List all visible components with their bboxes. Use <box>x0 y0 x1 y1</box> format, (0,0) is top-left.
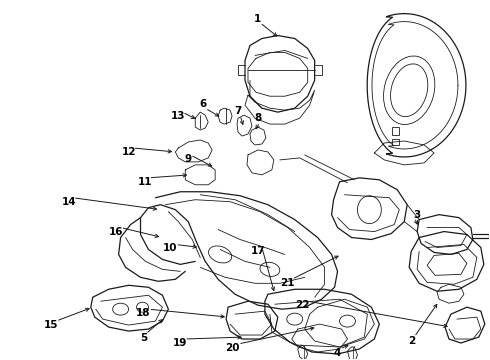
Text: 13: 13 <box>171 111 186 121</box>
Text: 3: 3 <box>414 210 421 220</box>
Text: 12: 12 <box>122 147 136 157</box>
Text: 11: 11 <box>138 177 153 187</box>
Text: 14: 14 <box>62 197 76 207</box>
Text: 8: 8 <box>254 113 262 123</box>
Text: 21: 21 <box>281 278 295 288</box>
Text: 5: 5 <box>140 333 147 343</box>
Text: 1: 1 <box>254 14 262 24</box>
Text: 9: 9 <box>185 154 192 164</box>
Text: 7: 7 <box>234 106 242 116</box>
Text: 16: 16 <box>108 226 123 237</box>
Text: 15: 15 <box>44 320 58 330</box>
Text: 22: 22 <box>295 300 310 310</box>
Text: 20: 20 <box>225 343 239 353</box>
Text: 17: 17 <box>250 247 265 256</box>
Text: 19: 19 <box>173 338 188 348</box>
Text: 18: 18 <box>136 308 151 318</box>
Text: 10: 10 <box>163 243 177 253</box>
Text: 6: 6 <box>199 99 207 109</box>
Text: 4: 4 <box>334 348 341 358</box>
Text: 2: 2 <box>409 336 416 346</box>
